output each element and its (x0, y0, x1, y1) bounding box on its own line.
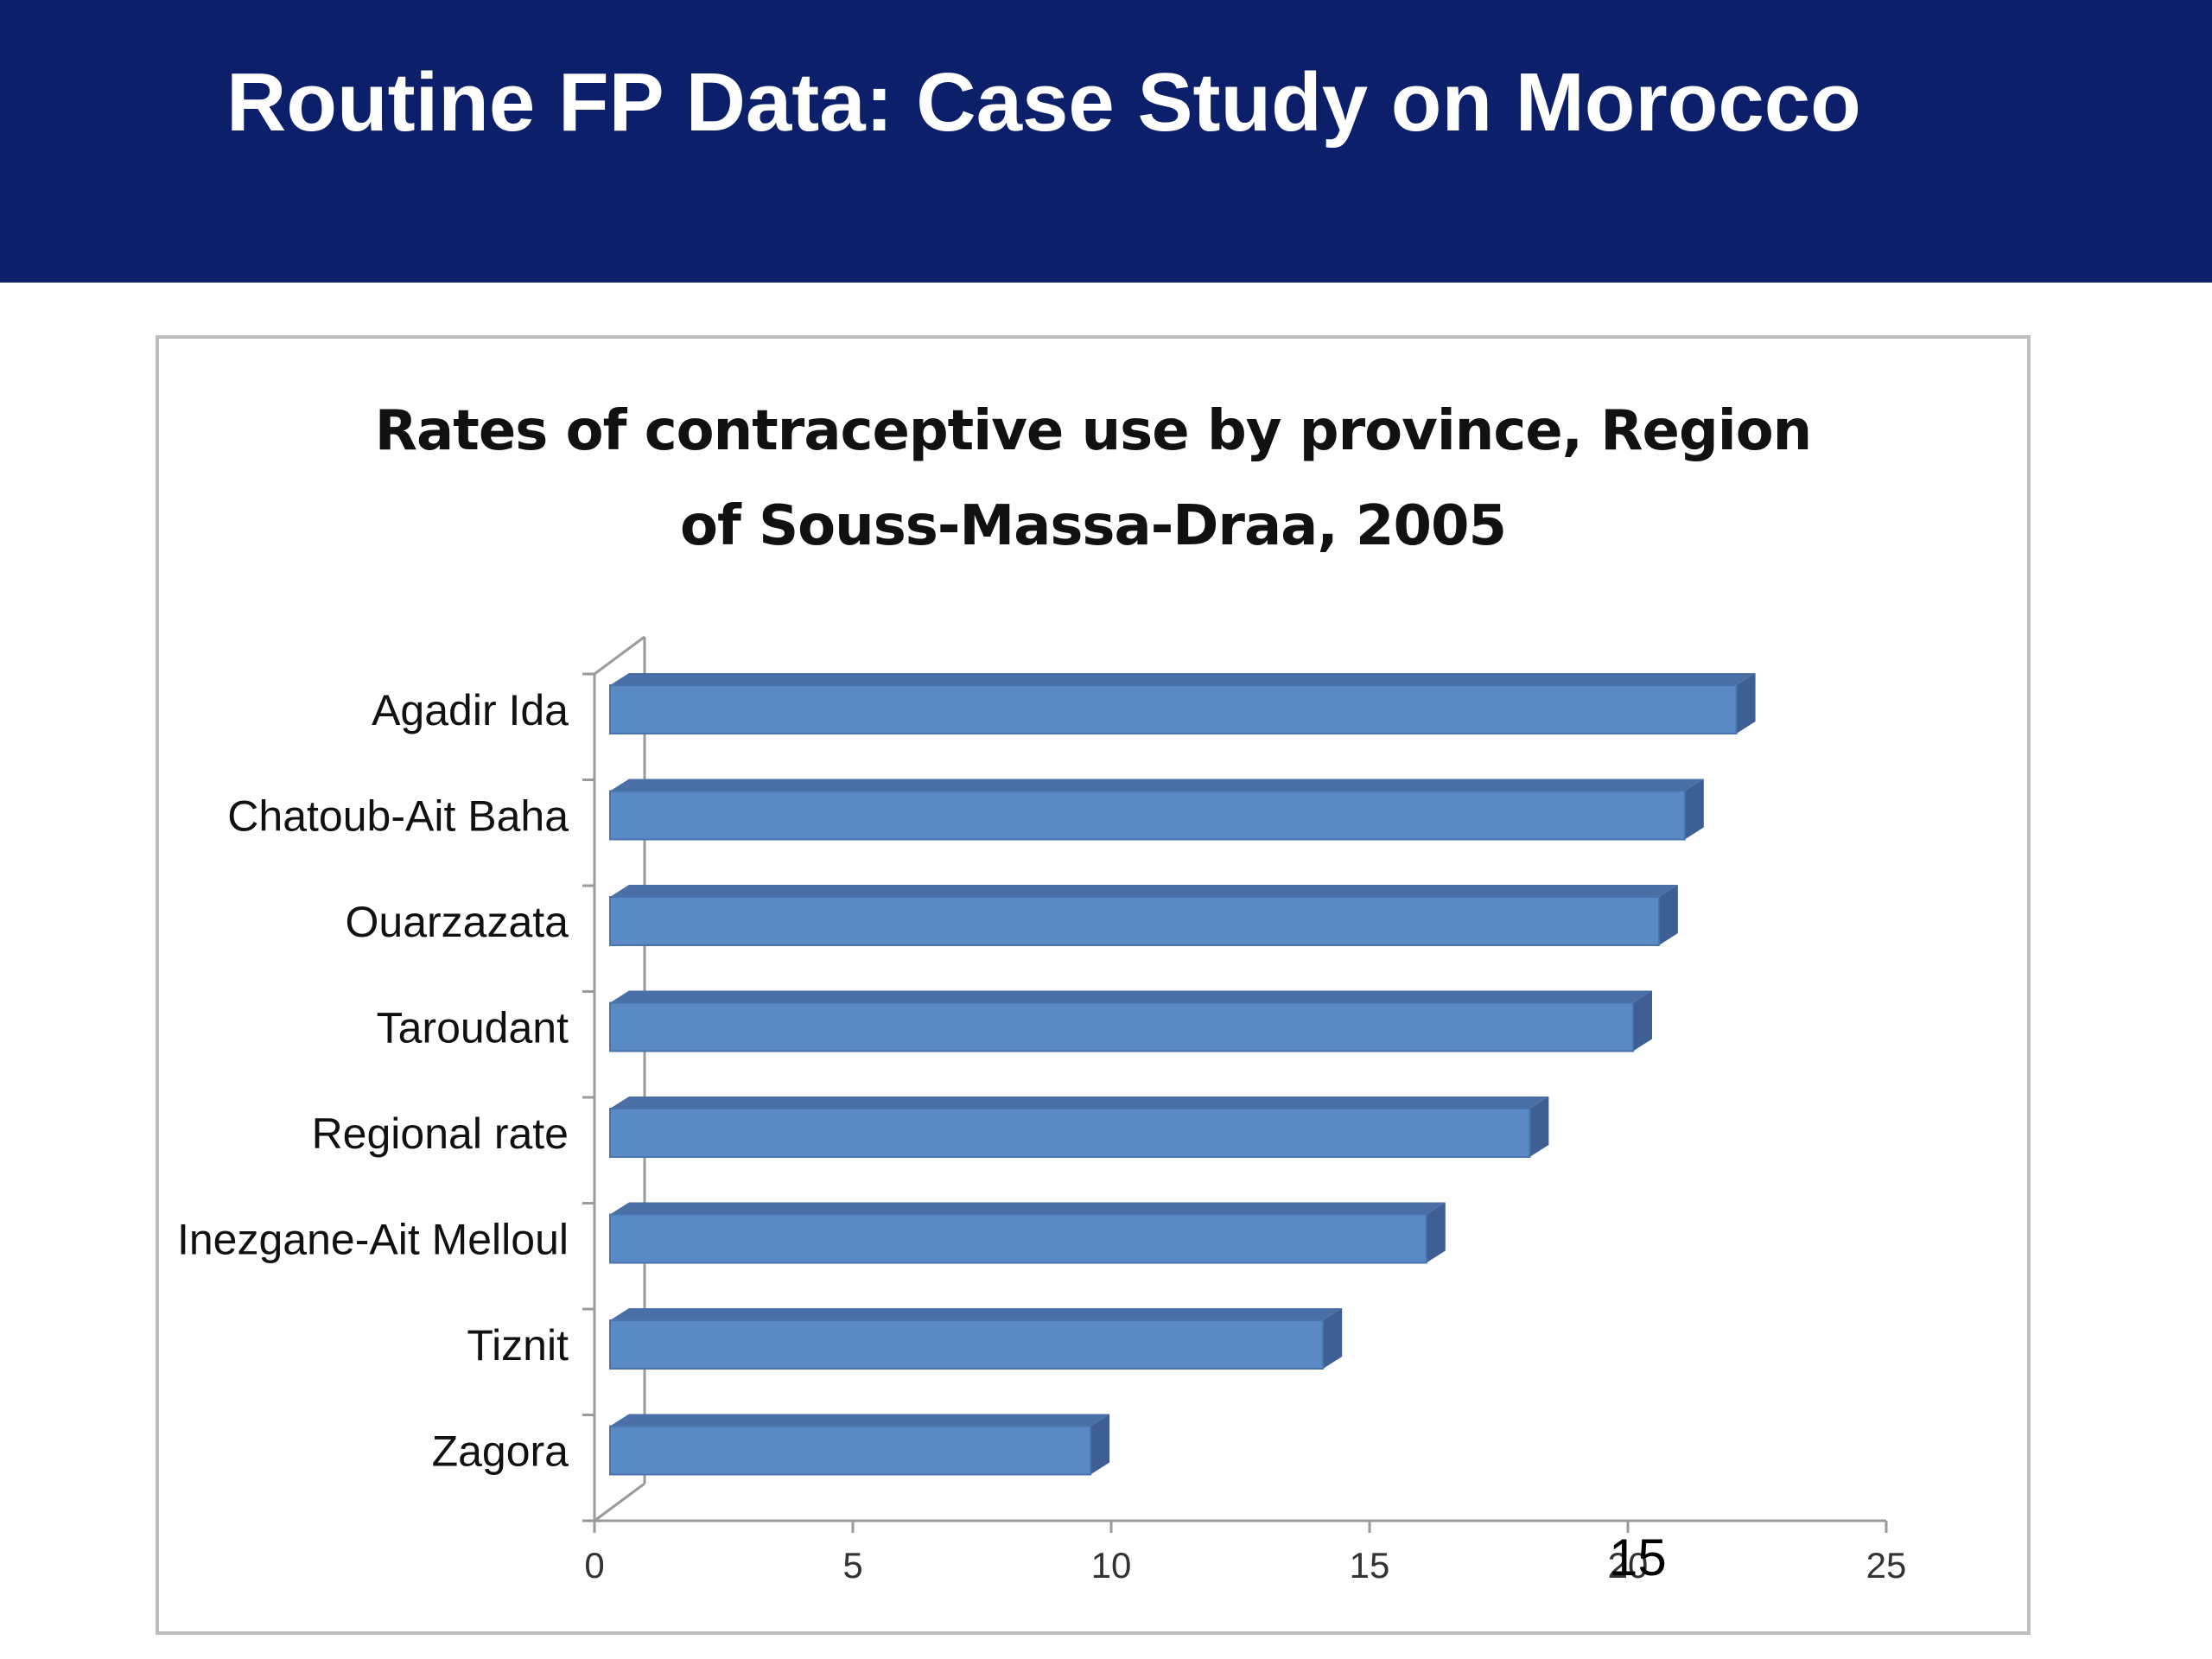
slide-header: Routine FP Data: Case Study on Morocco (0, 0, 2212, 283)
bar (609, 1319, 1325, 1370)
value-tick-label: 20 (1608, 1545, 1649, 1586)
page-number: 15 (1609, 1529, 1667, 1586)
bar-top-face (610, 1414, 1110, 1427)
value-tick-label: 0 (584, 1545, 604, 1586)
value-tick-label: 5 (842, 1545, 862, 1586)
bar-top-face (610, 673, 1756, 685)
category-label: Chatoub-Ait Baha (227, 792, 569, 841)
bar-end-face (1658, 885, 1678, 945)
category-label: Tiznit (467, 1321, 569, 1370)
wall-bottom-connector (594, 1482, 645, 1522)
bar-end-face (1684, 779, 1704, 840)
category-label: Ouarzazata (346, 898, 569, 946)
chart-title-line-1: Rates of contraceptive use by province, … (374, 399, 1812, 463)
bar (609, 790, 1686, 841)
bar-end-face (1529, 1096, 1549, 1157)
bar (609, 896, 1660, 946)
bar-end-face (1426, 1202, 1446, 1263)
bar-end-face (1632, 990, 1652, 1052)
value-tick-label: 10 (1091, 1545, 1132, 1586)
bar-end-face (1323, 1308, 1343, 1369)
value-tick-label: 25 (1866, 1545, 1907, 1586)
category-label: Zagora (432, 1427, 569, 1476)
bar-end-face (1090, 1414, 1110, 1475)
value-tick-label: 15 (1350, 1545, 1390, 1586)
chart-title-line-2: of Souss-Massa-Draa, 2005 (679, 494, 1507, 559)
chart-title: Rates of contraceptive use by province, … (159, 384, 2027, 574)
bar (609, 1425, 1092, 1476)
wall-top-connector (594, 635, 645, 676)
bar (609, 684, 1738, 734)
category-label: Regional rate (312, 1109, 569, 1158)
category-label: Taroudant (377, 1004, 569, 1052)
bar-top-face (610, 885, 1678, 897)
category-label: Agadir Ida (372, 686, 569, 734)
bar-top-face (610, 1202, 1446, 1215)
bar (609, 1213, 1427, 1264)
bar (609, 1001, 1634, 1052)
bar-top-face (610, 779, 1704, 791)
bar-top-face (610, 1308, 1343, 1320)
slide-title: Routine FP Data: Case Study on Morocco (226, 56, 1861, 149)
category-label: Inezgane-Ait Melloul (177, 1216, 569, 1264)
bar-top-face (610, 990, 1652, 1003)
bar-top-face (610, 1096, 1549, 1109)
bar-end-face (1736, 673, 1756, 734)
bar (609, 1108, 1531, 1158)
